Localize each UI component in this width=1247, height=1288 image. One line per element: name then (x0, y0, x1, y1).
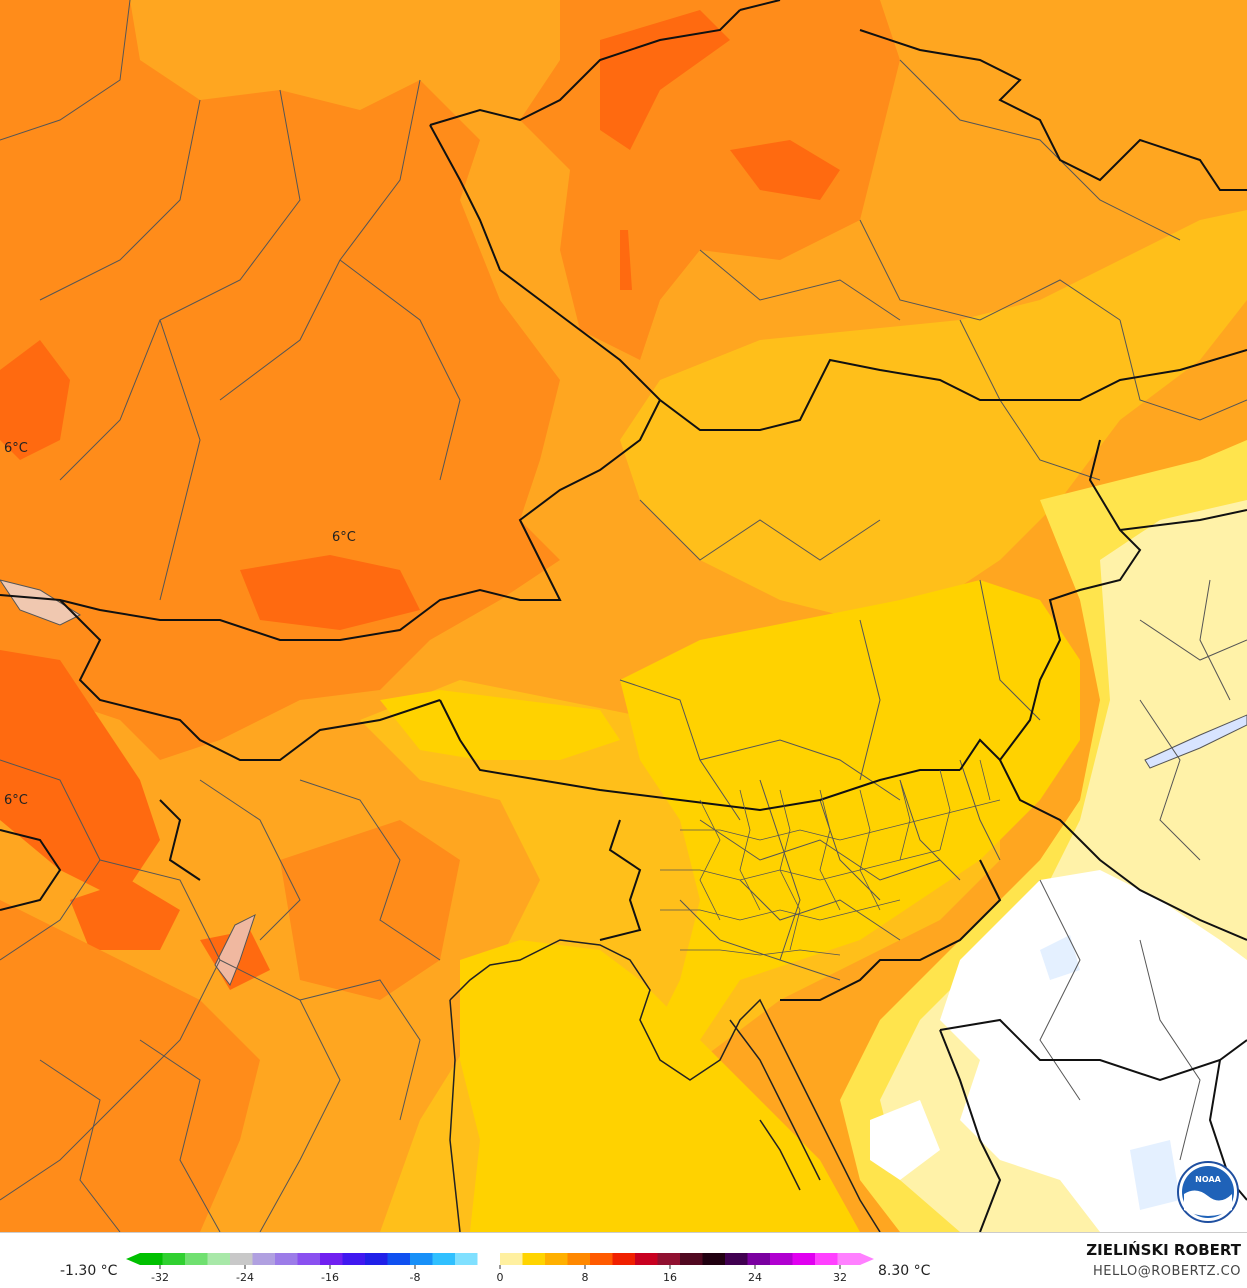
color-scale-block (522, 1253, 546, 1265)
color-scale-block (545, 1253, 568, 1265)
isotherm-label-center: 6°C (332, 530, 356, 545)
color-scale-block (162, 1253, 186, 1265)
temp-zone-deep-sw-2 (70, 880, 180, 950)
sea-adriatic (460, 940, 860, 1232)
lake-geneva (0, 579, 82, 626)
temp-zone-amber-east (620, 210, 1247, 620)
temp-zone-white-2 (870, 1100, 940, 1180)
color-scale-block (432, 1253, 456, 1265)
color-scale-block (500, 1253, 523, 1265)
color-scale-block (410, 1253, 433, 1265)
color-scale: -32 -24 -16 -8 0 8 16 24 32 (126, 1253, 874, 1284)
color-scale-tick-label: 24 (748, 1271, 762, 1284)
color-scale-block (455, 1253, 478, 1265)
temp-zone-pale-blue-2 (1130, 1140, 1180, 1210)
color-scale-tick-label: -8 (410, 1271, 421, 1284)
regional-borders (0, 0, 1247, 1232)
color-scale-block (725, 1253, 748, 1265)
temp-zone-orange-south-2 (280, 820, 460, 1000)
color-scale-block (320, 1253, 343, 1265)
temp-zone-deep-north (600, 10, 730, 150)
author-email: HELLO@ROBERTZ.CO (1092, 1264, 1241, 1279)
color-scale-tick-label: 0 (497, 1271, 504, 1284)
color-scale-block (567, 1253, 591, 1265)
color-scale-block (815, 1253, 838, 1265)
color-scale-block (612, 1253, 636, 1265)
color-scale-block (770, 1253, 793, 1265)
color-scale-block (702, 1253, 726, 1265)
color-scale-block (297, 1253, 321, 1265)
color-scale-block (207, 1253, 231, 1265)
color-scale-block (387, 1253, 411, 1265)
isotherm-label-west: 6°C (4, 441, 28, 456)
color-scale-tick-label: 8 (582, 1271, 589, 1284)
noaa-logo-text: NOAA (1195, 1175, 1221, 1184)
legend-bar: -1.30 °C -32 -24 -16 -8 0 8 16 24 32 8.30 °C ZIE… (0, 1232, 1247, 1288)
color-scale-block (747, 1253, 771, 1265)
color-scale-block (185, 1253, 208, 1265)
color-scale-tick-label: 32 (833, 1271, 847, 1284)
color-scale-block (590, 1253, 613, 1265)
color-scale-block (837, 1253, 861, 1265)
temp-zone-orange-south (0, 900, 260, 1232)
temp-zone-deep-sw (0, 650, 160, 900)
lake-alpine (214, 914, 256, 987)
color-scale-tick-label: 16 (663, 1271, 677, 1284)
noaa-logo: NOAA (1177, 1161, 1239, 1223)
color-scale-block (680, 1253, 703, 1265)
color-scale-block (477, 1253, 501, 1265)
color-scale-tick-label: -16 (321, 1271, 339, 1284)
temp-zone-deep-streak (620, 230, 632, 290)
color-scale-block (275, 1253, 298, 1265)
color-scale-block (365, 1253, 388, 1265)
municipal-boundaries (660, 759, 1001, 956)
color-scale-tick-label: -32 (151, 1271, 169, 1284)
lake-balaton (1144, 714, 1247, 769)
color-scale-block (635, 1253, 658, 1265)
color-scale-block (230, 1253, 253, 1265)
temperature-map: 6°C 6°C 6°C NOAA (0, 0, 1247, 1232)
color-scale-block (252, 1253, 276, 1265)
color-scale-block (342, 1253, 366, 1265)
color-scale-block (140, 1253, 163, 1265)
color-scale-arrow-left (126, 1253, 140, 1265)
color-scale-ticks: -32 -24 -16 -8 0 8 16 24 32 (151, 1265, 847, 1284)
coastline (449, 939, 881, 1232)
temp-zone-deep-central (240, 555, 420, 630)
temp-zone-deep-west (0, 340, 70, 460)
legend-min-label: -1.30 °C (60, 1263, 118, 1279)
color-scale-block (657, 1253, 681, 1265)
temp-zone-deep-north-2 (730, 140, 840, 200)
author-name: ZIELIŃSKI ROBERT (1086, 1241, 1241, 1259)
temp-zone-gold-west (380, 690, 620, 760)
isotherm-label-southwest: 6°C (4, 793, 28, 808)
color-scale-block (792, 1253, 816, 1265)
color-scale-tick-label: -24 (236, 1271, 254, 1284)
color-scale-blocks (126, 1253, 874, 1265)
country-borders (0, 0, 1247, 1232)
temp-zone-pale-blue (1040, 935, 1080, 980)
temp-zone-orange-west (0, 0, 560, 760)
legend-max-label: 8.30 °C (878, 1263, 931, 1279)
color-scale-arrow-right (860, 1253, 874, 1265)
